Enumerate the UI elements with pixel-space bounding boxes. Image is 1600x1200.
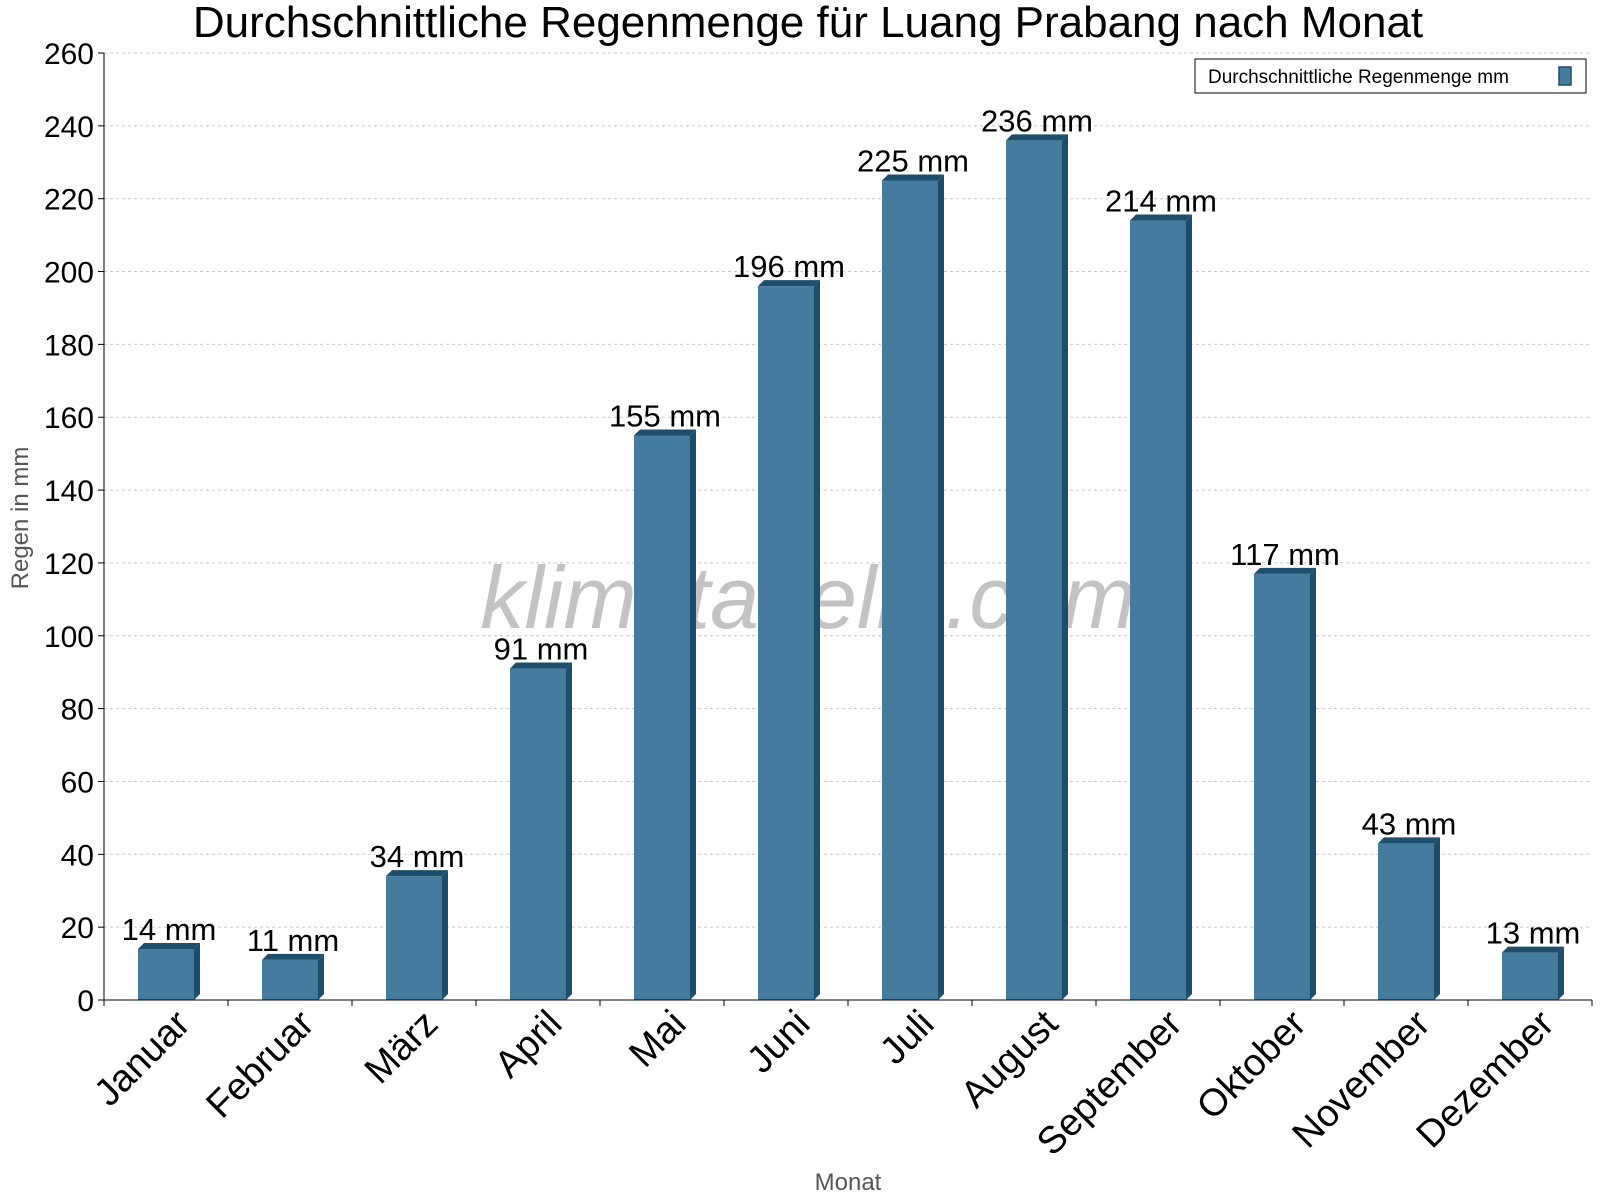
data-label: 196 mm bbox=[733, 249, 845, 284]
x-tick-label: Januar bbox=[86, 1002, 198, 1114]
x-tick-label: August bbox=[953, 1002, 1067, 1116]
gridlines bbox=[104, 52, 1592, 928]
y-tick-label: 200 bbox=[44, 257, 94, 290]
bars bbox=[138, 134, 1564, 1001]
bar-face bbox=[386, 876, 442, 1000]
bar-side bbox=[1434, 837, 1440, 1000]
bar-face bbox=[1502, 952, 1558, 1000]
bar-side bbox=[442, 870, 448, 1000]
data-label: 214 mm bbox=[1105, 184, 1217, 219]
bar-side bbox=[690, 429, 696, 1000]
x-tick-label: Oktober bbox=[1189, 1002, 1315, 1128]
bar-face bbox=[758, 286, 814, 1001]
bar-side bbox=[1310, 567, 1316, 1000]
bar-face bbox=[634, 435, 690, 1000]
bar bbox=[262, 953, 324, 1000]
bar bbox=[1502, 946, 1564, 1000]
bar-face bbox=[138, 949, 194, 1000]
legend: Durchschnittliche Regenmenge mm bbox=[1194, 58, 1587, 94]
bar bbox=[510, 662, 572, 1000]
x-tick-labels: Januar Februar März April Mai Juni Juli AugustS… bbox=[86, 1002, 1562, 1163]
y-tick-label: 100 bbox=[44, 621, 94, 654]
y-tick-label: 80 bbox=[61, 694, 94, 727]
y-tick-label: 40 bbox=[61, 839, 94, 872]
y-tick-label: 0 bbox=[77, 985, 94, 1018]
bar bbox=[882, 174, 944, 1000]
y-tick-label: 120 bbox=[44, 548, 94, 581]
y-tick-label: 260 bbox=[44, 38, 94, 71]
bar-side bbox=[938, 174, 944, 1000]
y-tick-labels: 0 20 40 60 80 100 120 140 160 180 200 220 240 260 bbox=[44, 38, 94, 1018]
bar-top bbox=[882, 174, 944, 181]
data-label: 13 mm bbox=[1486, 916, 1581, 951]
bar-top bbox=[510, 662, 572, 669]
bar bbox=[1006, 134, 1068, 1000]
bar bbox=[758, 280, 820, 1001]
x-tick-label: Februar bbox=[199, 1002, 323, 1126]
bar bbox=[1254, 567, 1316, 1000]
chart-title: Durchschnittliche Regenmenge für Luang P… bbox=[193, 0, 1423, 47]
y-tick-label: 140 bbox=[44, 475, 94, 508]
data-label: 155 mm bbox=[609, 398, 721, 433]
legend-swatch bbox=[1558, 66, 1572, 86]
axes bbox=[98, 52, 1593, 1006]
data-label: 43 mm bbox=[1362, 806, 1457, 841]
x-tick-label: April bbox=[487, 1003, 570, 1086]
bar bbox=[138, 943, 200, 1000]
bar-face bbox=[1378, 843, 1434, 1000]
y-tick-label: 160 bbox=[44, 402, 94, 435]
bar-top bbox=[138, 943, 200, 950]
y-tick-label: 60 bbox=[61, 766, 94, 799]
bar-side bbox=[1062, 134, 1068, 1000]
bar-face bbox=[882, 180, 938, 1000]
bar-side bbox=[194, 943, 200, 1000]
bar-face bbox=[262, 959, 318, 1000]
bar-side bbox=[1558, 946, 1564, 1000]
bar-side bbox=[814, 280, 820, 1001]
bar-top bbox=[1378, 837, 1440, 844]
data-label: 117 mm bbox=[1230, 537, 1340, 572]
bar bbox=[634, 429, 696, 1000]
legend-box bbox=[1194, 58, 1587, 94]
bar-top bbox=[262, 953, 324, 960]
bar-top bbox=[1502, 946, 1564, 953]
y-tick-label: 180 bbox=[44, 329, 94, 362]
bar-side bbox=[566, 662, 572, 1000]
legend-label: Durchschnittliche Regenmenge mm bbox=[1208, 67, 1509, 88]
bar bbox=[1130, 214, 1192, 1001]
bar-face bbox=[1254, 573, 1310, 1000]
data-label: 11 mm bbox=[247, 923, 339, 958]
bar-side bbox=[318, 953, 324, 1000]
y-tick-label: 20 bbox=[61, 912, 94, 945]
bar-face bbox=[510, 668, 566, 1000]
bar bbox=[1378, 837, 1440, 1000]
data-label: 14 mm bbox=[122, 912, 217, 947]
data-labels: 14 mm 11 mm 34 mm 91 mm 155 mm 196 mm 225 mm 23… bbox=[122, 103, 1581, 958]
x-tick-label: Dezember bbox=[1409, 1002, 1563, 1156]
x-axis-label: Monat bbox=[815, 1169, 882, 1196]
bar-top bbox=[386, 870, 448, 877]
x-tick-label: Juli bbox=[872, 1003, 942, 1073]
bar-top bbox=[634, 429, 696, 436]
bar-side bbox=[1186, 214, 1192, 1001]
bar-top bbox=[1130, 214, 1192, 221]
data-label: 34 mm bbox=[370, 839, 465, 874]
y-tick-label: 240 bbox=[44, 111, 94, 144]
bar-face bbox=[1130, 220, 1186, 1001]
data-label: 91 mm bbox=[494, 632, 589, 667]
x-tick-label: März bbox=[357, 1003, 446, 1092]
data-label: 236 mm bbox=[981, 103, 1093, 138]
bar-top bbox=[758, 280, 820, 287]
data-label: 225 mm bbox=[857, 143, 969, 178]
x-tick-label: Juni bbox=[739, 1003, 818, 1082]
bar-top bbox=[1006, 134, 1068, 141]
bar-top bbox=[1254, 567, 1316, 574]
bar bbox=[386, 870, 448, 1000]
x-tick-label: Mai bbox=[621, 1003, 694, 1076]
bar-face bbox=[1006, 140, 1062, 1000]
y-axis-label: Regen in mm bbox=[7, 447, 34, 590]
y-tick-label: 220 bbox=[44, 184, 94, 217]
